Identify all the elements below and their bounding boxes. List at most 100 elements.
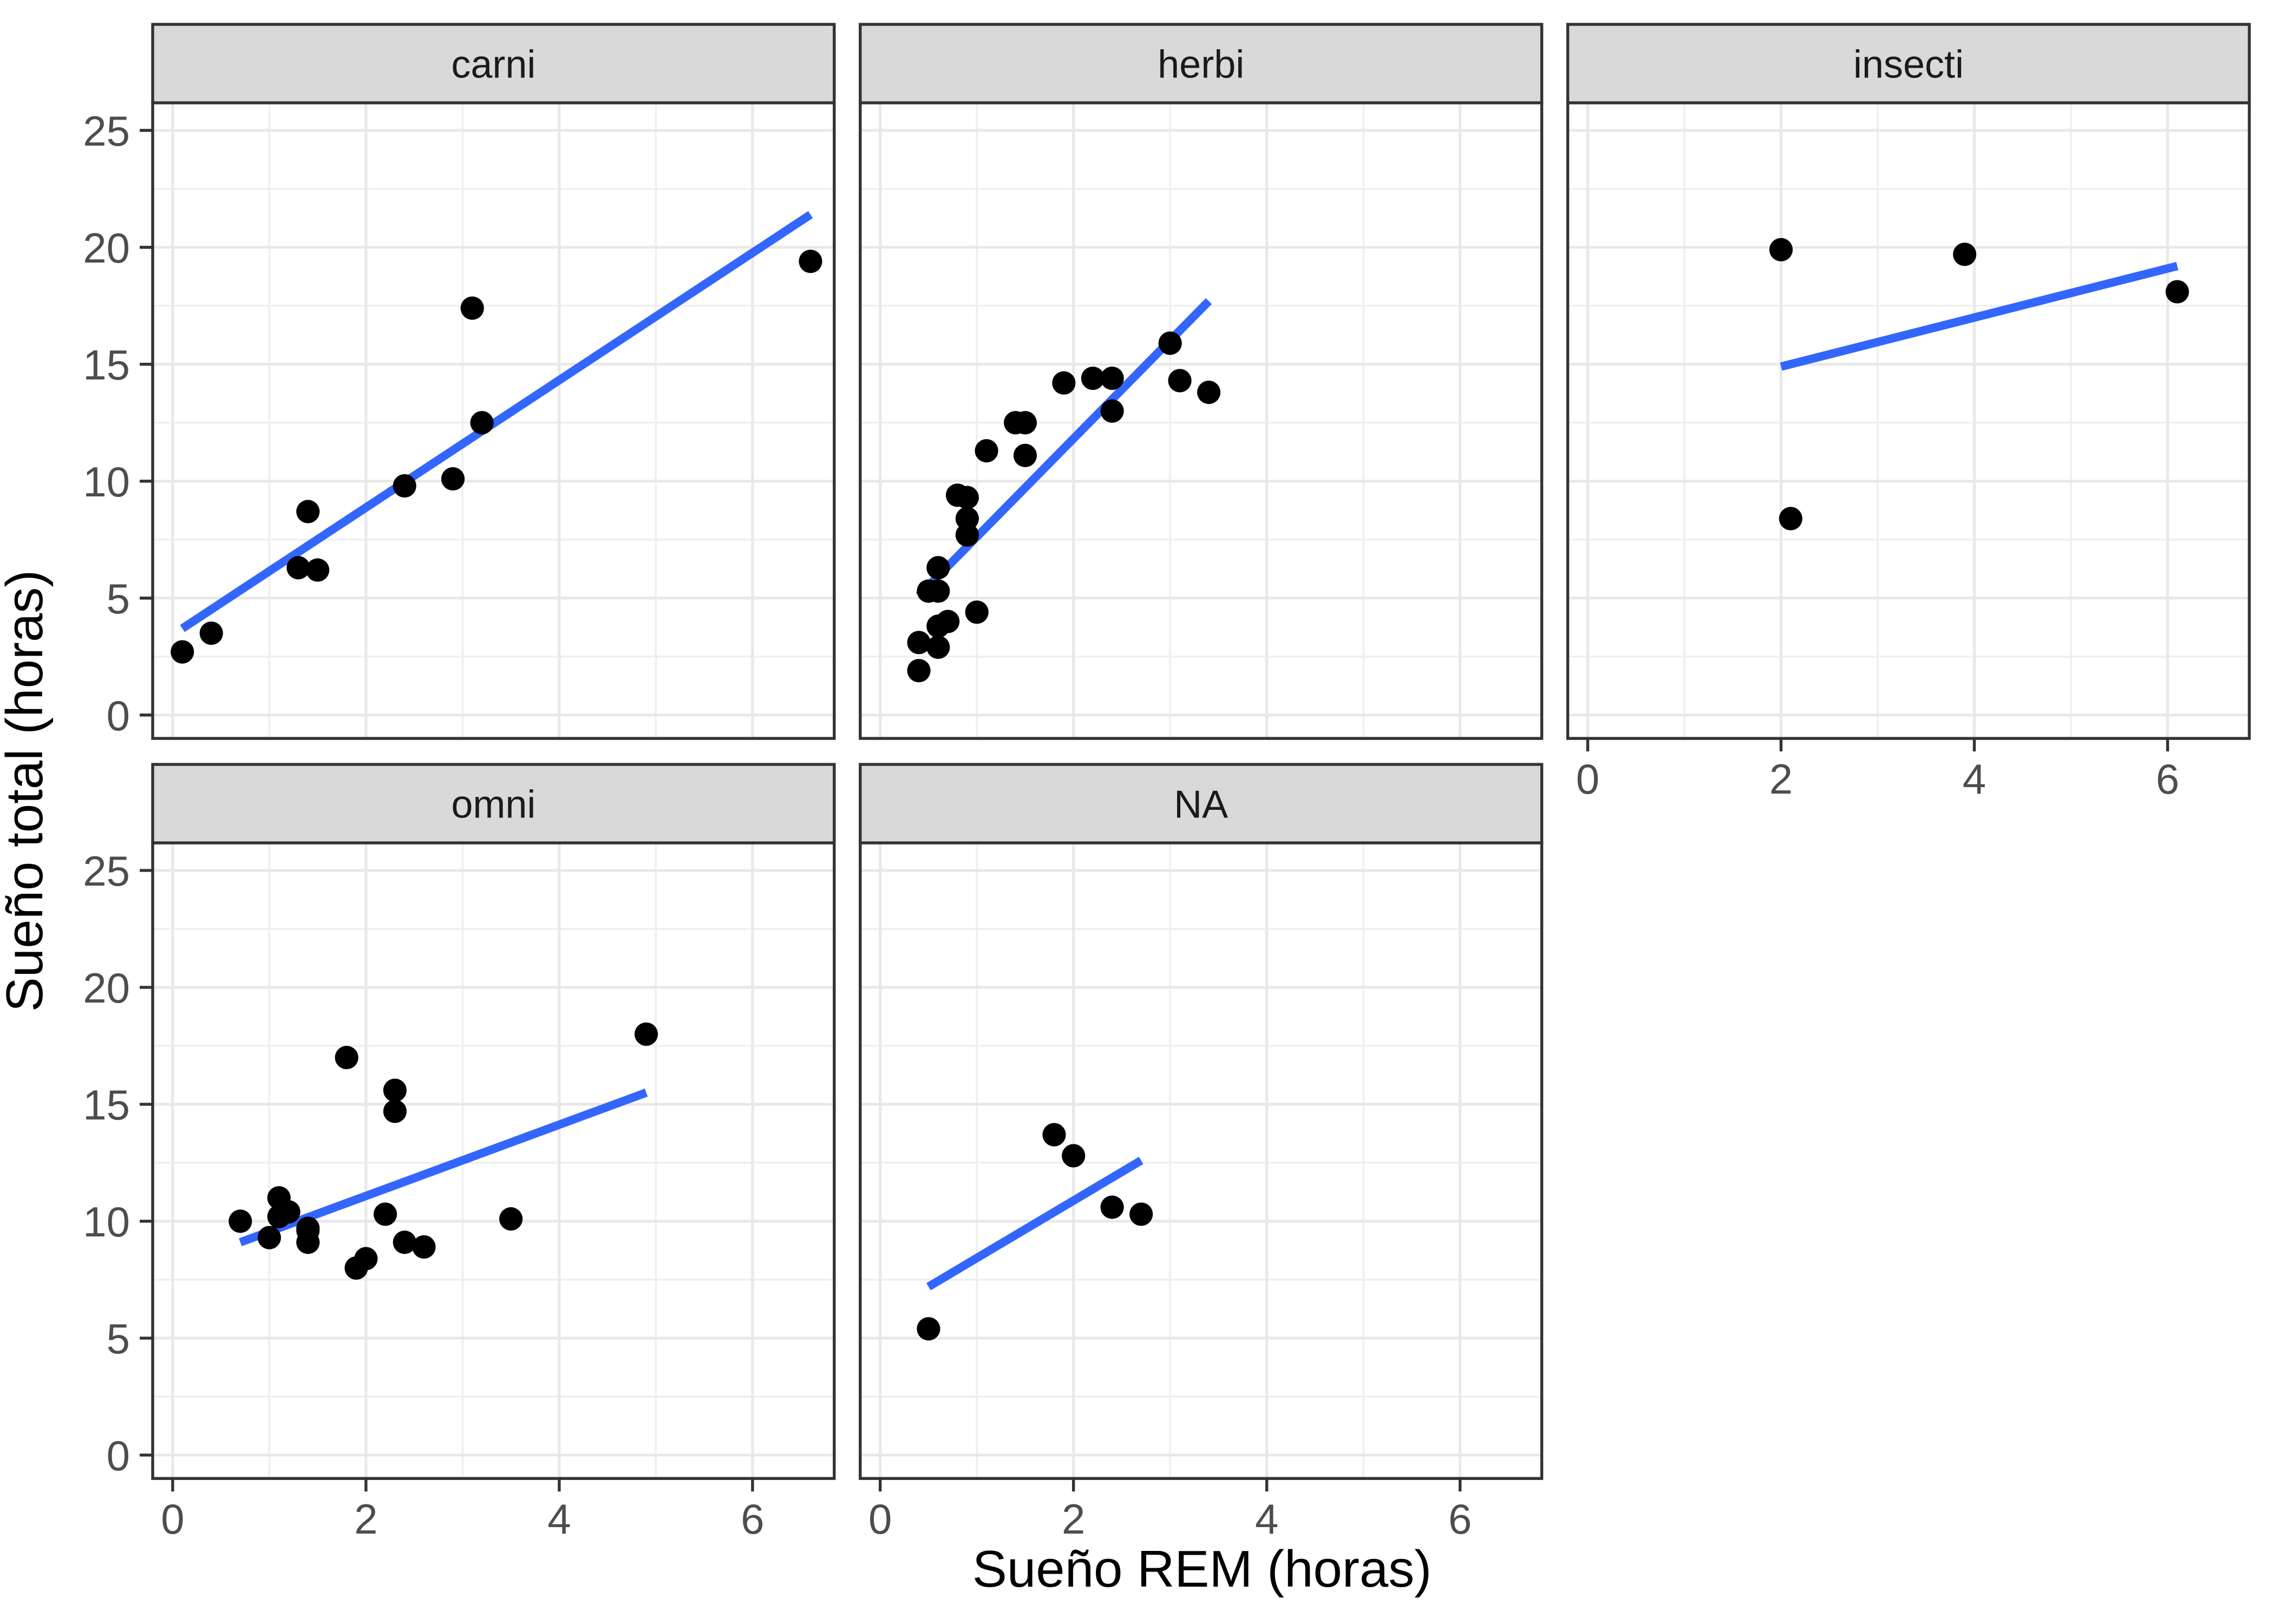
- facet-strip-insecti: [1566, 23, 2251, 104]
- panel-background-NA: [860, 843, 1542, 1479]
- data-point: [926, 635, 950, 659]
- x-tick-label: 0: [161, 1495, 184, 1543]
- facet-strip-label-herbi: herbi: [1158, 43, 1244, 86]
- data-point: [1129, 1202, 1153, 1226]
- x-tick-label: 6: [741, 1495, 764, 1543]
- data-point: [1013, 443, 1037, 467]
- data-point: [926, 556, 950, 580]
- data-point: [1013, 411, 1037, 435]
- data-point: [383, 1099, 407, 1123]
- y-tick-label: 20: [83, 224, 130, 272]
- trend-line-NA: [926, 1156, 1143, 1291]
- data-point: [1052, 371, 1076, 395]
- x-tick-label: 4: [1255, 1495, 1278, 1543]
- data-point: [975, 439, 998, 463]
- data-point: [199, 621, 223, 645]
- y-tick-label: 25: [83, 107, 130, 155]
- data-point: [634, 1022, 658, 1046]
- data-point: [955, 486, 979, 509]
- data-point: [460, 296, 484, 320]
- data-point: [228, 1209, 252, 1233]
- data-point: [171, 640, 194, 664]
- x-tick-label: 0: [1576, 755, 1599, 803]
- data-point: [296, 1230, 320, 1254]
- panel-background-insecti: [1567, 102, 2250, 739]
- x-tick-label: 2: [1769, 755, 1793, 803]
- facet-strip-label-carni: carni: [451, 43, 535, 86]
- data-point: [917, 1317, 940, 1341]
- data-point: [1779, 507, 1802, 531]
- x-tick-label: 4: [1963, 755, 1986, 803]
- data-point: [955, 523, 979, 547]
- data-point: [1042, 1123, 1066, 1147]
- y-axis-title: Sueño total (horas): [0, 570, 54, 1012]
- facet-strip-NA: [859, 763, 1544, 844]
- data-point: [1769, 238, 1793, 261]
- panel-background-omni: [153, 843, 834, 1479]
- data-point: [277, 1200, 300, 1224]
- y-tick-label: 25: [83, 847, 130, 895]
- data-point: [470, 411, 494, 435]
- x-tick-label: 6: [2156, 755, 2179, 803]
- data-point: [393, 474, 416, 498]
- data-point: [955, 507, 979, 531]
- facet-carni: carni 0 5 10 15 20 25: [83, 23, 836, 740]
- trend-line-herbi: [916, 298, 1212, 599]
- facet-strip-label-insecti: insecti: [1853, 43, 1964, 86]
- y-tick-label: 0: [107, 692, 130, 739]
- data-point: [1197, 381, 1221, 404]
- data-point: [1168, 369, 1192, 392]
- y-tick-label: 20: [83, 964, 130, 1012]
- data-point: [1062, 1144, 1086, 1168]
- data-point: [936, 610, 960, 633]
- y-tick-label: 10: [83, 458, 130, 506]
- data-point: [286, 556, 310, 580]
- data-point: [1100, 366, 1124, 390]
- data-point: [383, 1078, 407, 1102]
- data-point: [441, 467, 465, 491]
- trend-line-insecti: [1780, 261, 2179, 371]
- data-point: [799, 250, 822, 273]
- data-point: [393, 1230, 416, 1254]
- data-point: [499, 1207, 523, 1231]
- facet-insecti: insecti 0 2 4 6: [1566, 23, 2251, 803]
- data-point: [374, 1202, 397, 1226]
- data-point: [306, 558, 330, 582]
- data-point: [965, 600, 989, 624]
- x-tick-label: 2: [1062, 1495, 1085, 1543]
- y-tick-label: 15: [83, 341, 130, 389]
- x-tick-label: 4: [547, 1495, 571, 1543]
- y-tick-label: 5: [107, 575, 130, 623]
- panel-background-herbi: [860, 102, 1542, 739]
- y-tick-label: 0: [107, 1432, 130, 1479]
- data-point: [1100, 1195, 1124, 1219]
- data-point: [2165, 280, 2189, 304]
- data-point: [296, 500, 320, 523]
- x-tick-label: 6: [1448, 1495, 1472, 1543]
- facet-strip-carni: [151, 23, 836, 104]
- facet-strip-label-omni: omni: [451, 783, 535, 826]
- data-point: [907, 631, 931, 654]
- data-point: [335, 1045, 358, 1070]
- data-point: [926, 579, 950, 603]
- data-point: [1953, 243, 1977, 266]
- x-tick-label: 0: [868, 1495, 892, 1543]
- facet-strip-omni: [151, 763, 836, 844]
- x-tick-label: 2: [354, 1495, 377, 1543]
- y-tick-label: 5: [107, 1315, 130, 1363]
- facet-strip-label-NA: NA: [1174, 783, 1228, 826]
- y-tick-label: 10: [83, 1198, 130, 1246]
- facet-NA: NA 0 2 4 6: [859, 763, 1544, 1543]
- data-point: [412, 1235, 436, 1259]
- data-point: [1081, 366, 1105, 390]
- y-tick-label: 15: [83, 1081, 130, 1129]
- data-point: [1100, 399, 1124, 423]
- facet-herbi: herbi: [859, 23, 1544, 740]
- data-point: [1158, 331, 1182, 355]
- data-point: [257, 1226, 281, 1249]
- x-axis-title: Sueño REM (horas): [972, 1540, 1432, 1598]
- data-point: [354, 1247, 378, 1271]
- data-point: [907, 659, 931, 683]
- facet-omni: omni 0 2 4 6 0 5 10 15 20 25: [83, 763, 836, 1543]
